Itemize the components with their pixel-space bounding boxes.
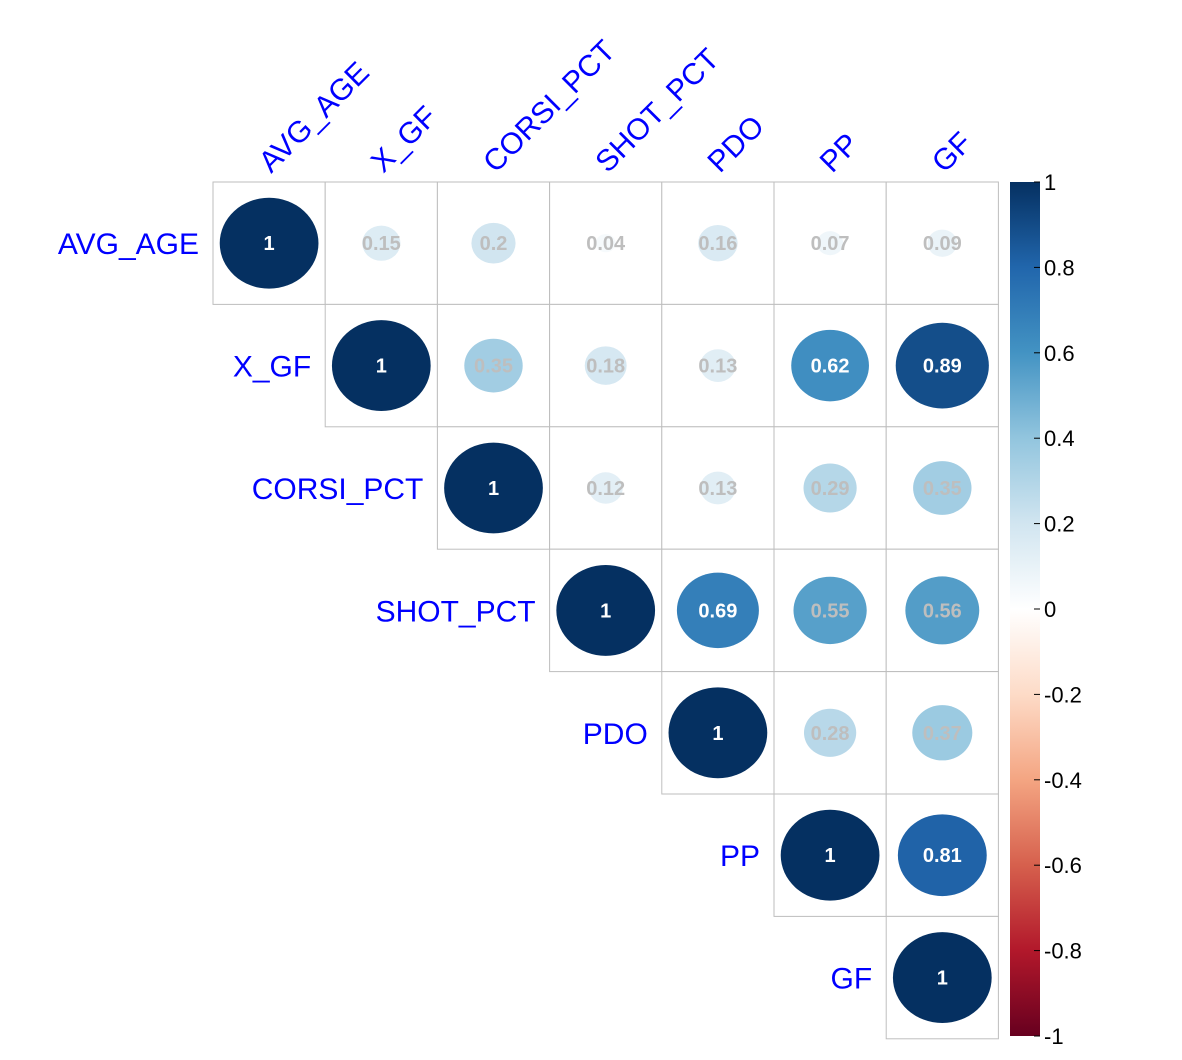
- row-label-avg-age: AVG_AGE: [58, 228, 199, 261]
- correlation-values: 1 0.15 0.2 0.04 0.16 0.07 0.09 1 0.35 0.18 0.13 0.6…: [264, 233, 962, 989]
- value-corsi-pct-shot-pct: 0.12: [586, 478, 625, 500]
- value-x-gf-pdo: 0.13: [698, 356, 737, 378]
- circle-avg-age-pdo: [698, 225, 738, 262]
- colorbar-tick-label: -0.4: [1044, 768, 1082, 793]
- value-corsi-pct-pp: 0.29: [811, 478, 850, 500]
- circle-corsi-pct-pdo: [700, 471, 736, 505]
- colorbar-tick-label: -0.8: [1044, 939, 1082, 964]
- value-pdo-gf: 0.37: [923, 723, 962, 745]
- circle-shot-pct-shot-pct: [556, 564, 656, 656]
- circle-avg-age-pp: [817, 231, 844, 256]
- col-label-x-gf: X_GF: [365, 100, 444, 179]
- colorbar-tick-label: 0: [1044, 597, 1056, 622]
- value-avg-age-corsi-pct: 0.2: [480, 233, 508, 255]
- col-label-pdo: PDO: [702, 110, 771, 179]
- colorbar-tick-label: 1: [1044, 170, 1056, 195]
- value-shot-pct-gf: 0.56: [923, 600, 962, 622]
- value-x-gf-shot-pct: 0.18: [586, 356, 625, 378]
- colorbar-tick-label: 0.2: [1044, 512, 1075, 537]
- circle-corsi-pct-shot-pct: [588, 472, 623, 504]
- colorbar: 1 0.8 0.6 0.4 0.2 0 -0.2 -0.4 -0.6 -0.8 -1: [1010, 170, 1082, 1049]
- row-label-pdo: PDO: [583, 718, 648, 751]
- circle-pdo-pp: [803, 708, 857, 757]
- value-x-gf-gf: 0.89: [923, 356, 962, 378]
- colorbar-tick-label: 0.8: [1044, 255, 1075, 280]
- circle-avg-age-corsi-pct: [471, 222, 516, 264]
- value-avg-age-pp: 0.07: [811, 233, 850, 255]
- circle-shot-pct-pp: [793, 576, 867, 645]
- circle-corsi-pct-corsi-pct: [444, 442, 543, 534]
- circle-avg-age-avg-age: [219, 197, 319, 289]
- value-pp-pp: 1: [825, 845, 836, 867]
- circle-avg-age-gf: [927, 229, 958, 257]
- colorbar-tick-label: -0.6: [1044, 853, 1082, 878]
- row-label-pp: PP: [720, 840, 760, 873]
- circle-pp-gf: [897, 814, 987, 897]
- value-shot-pct-pdo: 0.69: [698, 600, 737, 622]
- colorbar-tick-label: 0.4: [1044, 426, 1075, 451]
- circle-x-gf-shot-pct: [584, 346, 627, 385]
- value-avg-age-avg-age: 1: [264, 233, 275, 255]
- value-x-gf-x-gf: 1: [376, 356, 387, 378]
- value-gf-gf: 1: [937, 968, 948, 990]
- correlation-circles: [219, 197, 992, 1024]
- circle-pdo-gf: [912, 705, 973, 761]
- colorbar-tick-label: -0.2: [1044, 682, 1082, 707]
- value-pp-gf: 0.81: [923, 845, 962, 867]
- circle-x-gf-pp: [791, 329, 869, 402]
- col-label-avg-age: AVG_AGE: [253, 56, 376, 179]
- circle-avg-age-shot-pct: [595, 234, 616, 253]
- value-shot-pct-shot-pct: 1: [600, 600, 611, 622]
- col-label-gf: GF: [926, 126, 979, 179]
- value-corsi-pct-pdo: 0.13: [698, 478, 737, 500]
- circle-pp-pp: [780, 809, 880, 901]
- value-pdo-pp: 0.28: [811, 723, 850, 745]
- circle-corsi-pct-gf: [913, 461, 972, 515]
- row-label-shot-pct: SHOT_PCT: [376, 595, 536, 628]
- row-labels: AVG_AGE X_GF CORSI_PCT SHOT_PCT PDO PP GF: [58, 228, 872, 995]
- value-corsi-pct-corsi-pct: 1: [488, 478, 499, 500]
- circle-x-gf-pdo: [700, 349, 736, 382]
- value-avg-age-gf: 0.09: [923, 233, 962, 255]
- value-avg-age-shot-pct: 0.04: [586, 233, 626, 255]
- row-label-gf: GF: [831, 963, 873, 996]
- circle-gf-gf: [892, 932, 992, 1024]
- circle-x-gf-corsi-pct: [464, 338, 523, 393]
- circle-corsi-pct-pp: [803, 463, 857, 513]
- row-label-x-gf: X_GF: [233, 351, 311, 384]
- value-x-gf-pp: 0.62: [811, 356, 850, 378]
- circle-x-gf-x-gf: [331, 320, 431, 412]
- value-shot-pct-pp: 0.55: [811, 600, 850, 622]
- value-pdo-pdo: 1: [712, 723, 723, 745]
- value-corsi-pct-gf: 0.35: [923, 478, 962, 500]
- circle-shot-pct-pdo: [676, 572, 759, 649]
- value-x-gf-corsi-pct: 0.35: [474, 356, 513, 378]
- value-avg-age-x-gf: 0.15: [362, 233, 401, 255]
- circle-shot-pct-gf: [905, 576, 980, 645]
- circle-pdo-pdo: [668, 687, 768, 779]
- col-label-pp: PP: [814, 127, 866, 179]
- cell-shot-pct-gf: [885, 548, 999, 673]
- colorbar-tick-label: 0.6: [1044, 341, 1075, 366]
- row-label-corsi-pct: CORSI_PCT: [252, 473, 424, 506]
- circle-avg-age-x-gf: [362, 225, 401, 261]
- circle-x-gf-gf: [895, 322, 989, 409]
- colorbar-tick-label: -1: [1044, 1024, 1064, 1049]
- value-avg-age-pdo: 0.16: [698, 233, 737, 255]
